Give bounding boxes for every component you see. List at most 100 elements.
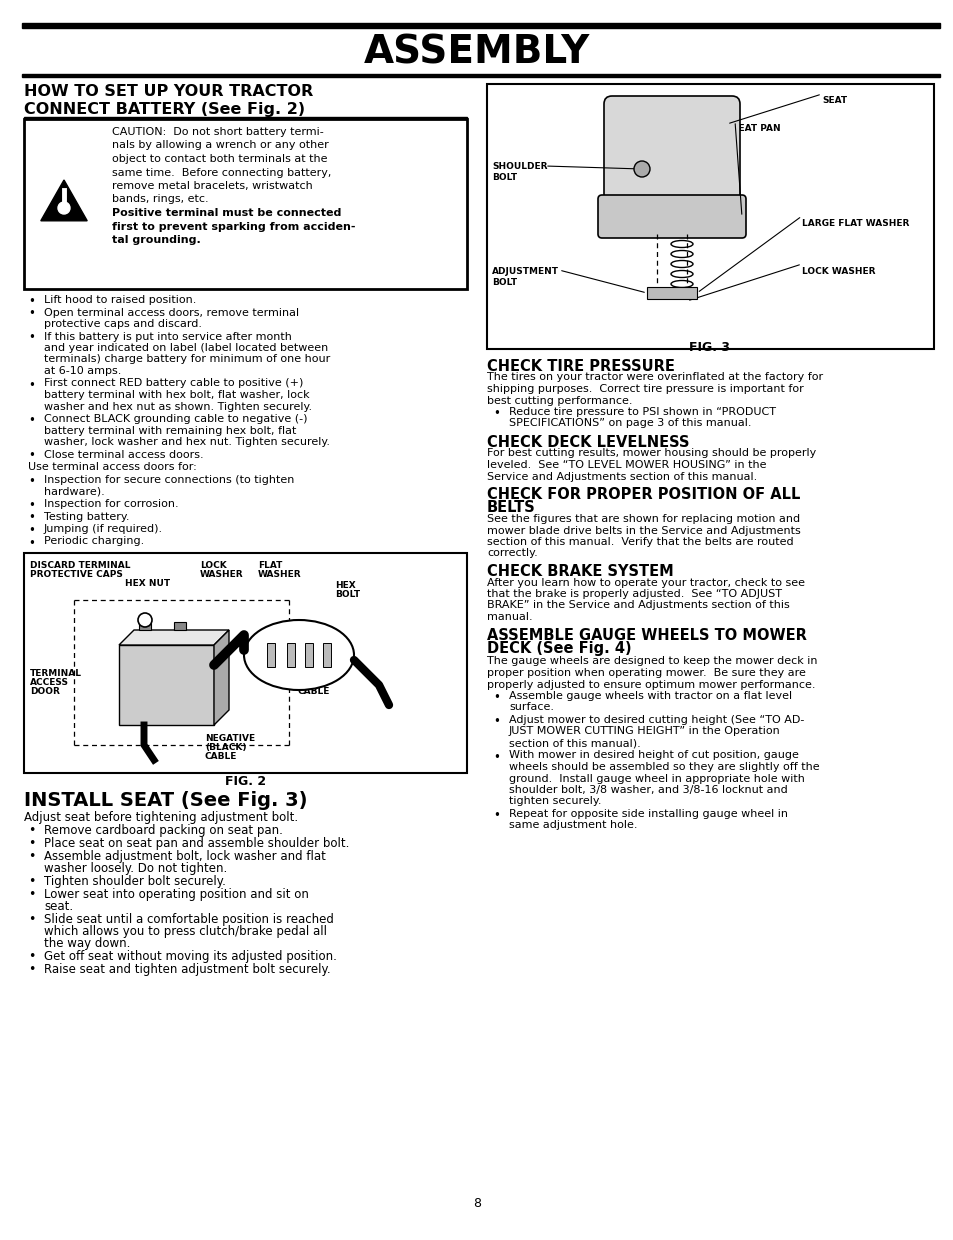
Text: •: • (28, 511, 35, 525)
Text: CHECK DECK LEVELNESS: CHECK DECK LEVELNESS (486, 435, 689, 450)
Bar (119, 645, 213, 725)
Text: best cutting performance.: best cutting performance. (486, 396, 632, 405)
Text: object to contact both terminals at the: object to contact both terminals at the (112, 154, 327, 164)
Text: •: • (493, 407, 499, 420)
Text: Service and Adjustments section of this manual.: Service and Adjustments section of this … (486, 471, 757, 481)
Text: BRAKE” in the Service and Adjustments section of this: BRAKE” in the Service and Adjustments se… (486, 600, 789, 610)
Text: bands, rings, etc.: bands, rings, etc. (112, 195, 209, 205)
Text: Get off seat without moving its adjusted position.: Get off seat without moving its adjusted… (44, 950, 336, 963)
Circle shape (634, 161, 649, 177)
Text: Adjust mower to desired cutting height (See “TO AD-: Adjust mower to desired cutting height (… (509, 715, 803, 725)
Text: Tighten shoulder bolt securely.: Tighten shoulder bolt securely. (44, 875, 226, 888)
Bar (24, 119, 467, 289)
Text: Repeat for opposite side installing gauge wheel in: Repeat for opposite side installing gaug… (509, 808, 787, 818)
Text: surface.: surface. (509, 703, 554, 713)
Bar (22, 24, 939, 29)
Text: SEAT: SEAT (821, 95, 846, 105)
Text: BOLT: BOLT (492, 278, 517, 286)
Text: BOLT: BOLT (492, 174, 517, 182)
Polygon shape (41, 180, 87, 221)
Text: The tires on your tractor were overinflated at the factory for: The tires on your tractor were overinfla… (486, 372, 822, 382)
Ellipse shape (244, 620, 354, 689)
Text: mower blade drive belts in the Service and Adjustments: mower blade drive belts in the Service a… (486, 526, 800, 536)
Text: protective caps and discard.: protective caps and discard. (44, 319, 202, 329)
Text: INSTALL SEAT (See Fig. 3): INSTALL SEAT (See Fig. 3) (24, 791, 307, 810)
Text: proper position when operating mower.  Be sure they are: proper position when operating mower. Be… (486, 668, 805, 678)
Text: •: • (28, 378, 35, 392)
Text: CHECK TIRE PRESSURE: CHECK TIRE PRESSURE (486, 360, 674, 374)
Text: LARGE FLAT WASHER: LARGE FLAT WASHER (801, 219, 908, 228)
Text: Open terminal access doors, remove terminal: Open terminal access doors, remove termi… (44, 308, 299, 317)
Text: ACCESS: ACCESS (30, 678, 69, 687)
Text: Remove cardboard packing on seat pan.: Remove cardboard packing on seat pan. (44, 825, 283, 837)
Text: POSITIVE: POSITIVE (297, 670, 345, 678)
Text: Reduce tire pressure to PSI shown in “PRODUCT: Reduce tire pressure to PSI shown in “PR… (509, 407, 775, 417)
Text: washer and hex nut as shown. Tighten securely.: washer and hex nut as shown. Tighten sec… (44, 402, 312, 412)
Bar (646, 286, 697, 299)
Bar (139, 622, 151, 630)
Text: Inspection for corrosion.: Inspection for corrosion. (44, 498, 178, 508)
Text: FLAT: FLAT (257, 560, 282, 570)
Text: ASSEMBLY: ASSEMBLY (363, 33, 590, 71)
Text: •: • (28, 450, 35, 463)
Text: For best cutting results, mower housing should be properly: For best cutting results, mower housing … (486, 449, 816, 459)
Polygon shape (213, 630, 229, 725)
Text: After you learn how to operate your tractor, check to see: After you learn how to operate your trac… (486, 578, 804, 588)
Text: CONNECT BATTERY (See Fig. 2): CONNECT BATTERY (See Fig. 2) (24, 102, 305, 117)
Text: The gauge wheels are designed to keep the mower deck in: The gauge wheels are designed to keep th… (486, 656, 817, 667)
Circle shape (61, 207, 67, 213)
Text: •: • (493, 808, 499, 822)
Text: CAUTION:  Do not short battery termi-: CAUTION: Do not short battery termi- (112, 126, 323, 136)
Text: ground.  Install gauge wheel in appropriate hole with: ground. Install gauge wheel in appropria… (509, 774, 804, 784)
Text: •: • (493, 750, 499, 764)
Text: SEAT PAN: SEAT PAN (731, 124, 780, 133)
Text: •: • (28, 498, 35, 512)
Text: •: • (28, 537, 35, 549)
Bar (173, 622, 186, 630)
Bar (486, 84, 933, 348)
Text: correctly.: correctly. (486, 548, 537, 558)
Text: SPECIFICATIONS” on page 3 of this manual.: SPECIFICATIONS” on page 3 of this manual… (509, 419, 751, 429)
Text: CABLE: CABLE (297, 687, 330, 696)
Text: CHECK BRAKE SYSTEM: CHECK BRAKE SYSTEM (486, 564, 673, 579)
Text: properly adjusted to ensure optimum mower performance.: properly adjusted to ensure optimum mowe… (486, 680, 815, 689)
Text: 8: 8 (473, 1197, 480, 1210)
Text: (RED): (RED) (297, 678, 327, 687)
Text: which allows you to press clutch/brake pedal all: which allows you to press clutch/brake p… (44, 925, 327, 937)
Text: NEGATIVE: NEGATIVE (205, 734, 254, 743)
Text: BELTS: BELTS (486, 501, 536, 516)
Text: (BLACK): (BLACK) (205, 743, 246, 751)
Text: Use terminal access doors for:: Use terminal access doors for: (28, 463, 196, 472)
Circle shape (138, 613, 152, 627)
Text: Inspection for secure connections (to tighten: Inspection for secure connections (to ti… (44, 475, 294, 485)
Text: Adjust seat before tightening adjustment bolt.: Adjust seat before tightening adjustment… (24, 811, 297, 825)
Text: •: • (28, 475, 35, 489)
Text: seat.: seat. (44, 900, 73, 913)
Text: and year indicated on label (label located between: and year indicated on label (label locat… (44, 343, 328, 353)
Text: terminals) charge battery for minimum of one hour: terminals) charge battery for minimum of… (44, 355, 330, 365)
Text: With mower in desired height of cut position, gauge: With mower in desired height of cut posi… (509, 750, 798, 760)
Text: •: • (28, 525, 35, 537)
Text: SHOULDER: SHOULDER (492, 162, 547, 171)
Text: washer, lock washer and hex nut. Tighten securely.: washer, lock washer and hex nut. Tighten… (44, 436, 330, 446)
Text: Periodic charging.: Periodic charging. (44, 537, 144, 547)
Text: •: • (28, 875, 35, 888)
Text: Assemble gauge wheels with tractor on a flat level: Assemble gauge wheels with tractor on a … (509, 691, 791, 701)
Text: Positive terminal must be connected: Positive terminal must be connected (112, 208, 341, 218)
Bar (22, 74, 939, 77)
Text: JUST MOWER CUTTING HEIGHT” in the Operation: JUST MOWER CUTTING HEIGHT” in the Operat… (509, 727, 780, 737)
Text: leveled.  See “TO LEVEL MOWER HOUSING” in the: leveled. See “TO LEVEL MOWER HOUSING” in… (486, 460, 765, 470)
Text: the way down.: the way down. (44, 937, 131, 950)
Text: section of this manual).: section of this manual). (509, 738, 640, 748)
Text: DISCARD TERMINAL: DISCARD TERMINAL (30, 560, 131, 570)
Bar (305, 644, 313, 667)
FancyBboxPatch shape (598, 195, 745, 238)
Text: tal grounding.: tal grounding. (112, 236, 200, 246)
Text: •: • (28, 888, 35, 901)
Text: HEX: HEX (335, 582, 355, 590)
Text: section of this manual.  Verify that the belts are routed: section of this manual. Verify that the … (486, 537, 793, 547)
Text: Raise seat and tighten adjustment bolt securely.: Raise seat and tighten adjustment bolt s… (44, 963, 331, 976)
Text: tighten securely.: tighten securely. (509, 796, 601, 806)
Text: DOOR: DOOR (30, 687, 60, 696)
Text: •: • (493, 691, 499, 704)
